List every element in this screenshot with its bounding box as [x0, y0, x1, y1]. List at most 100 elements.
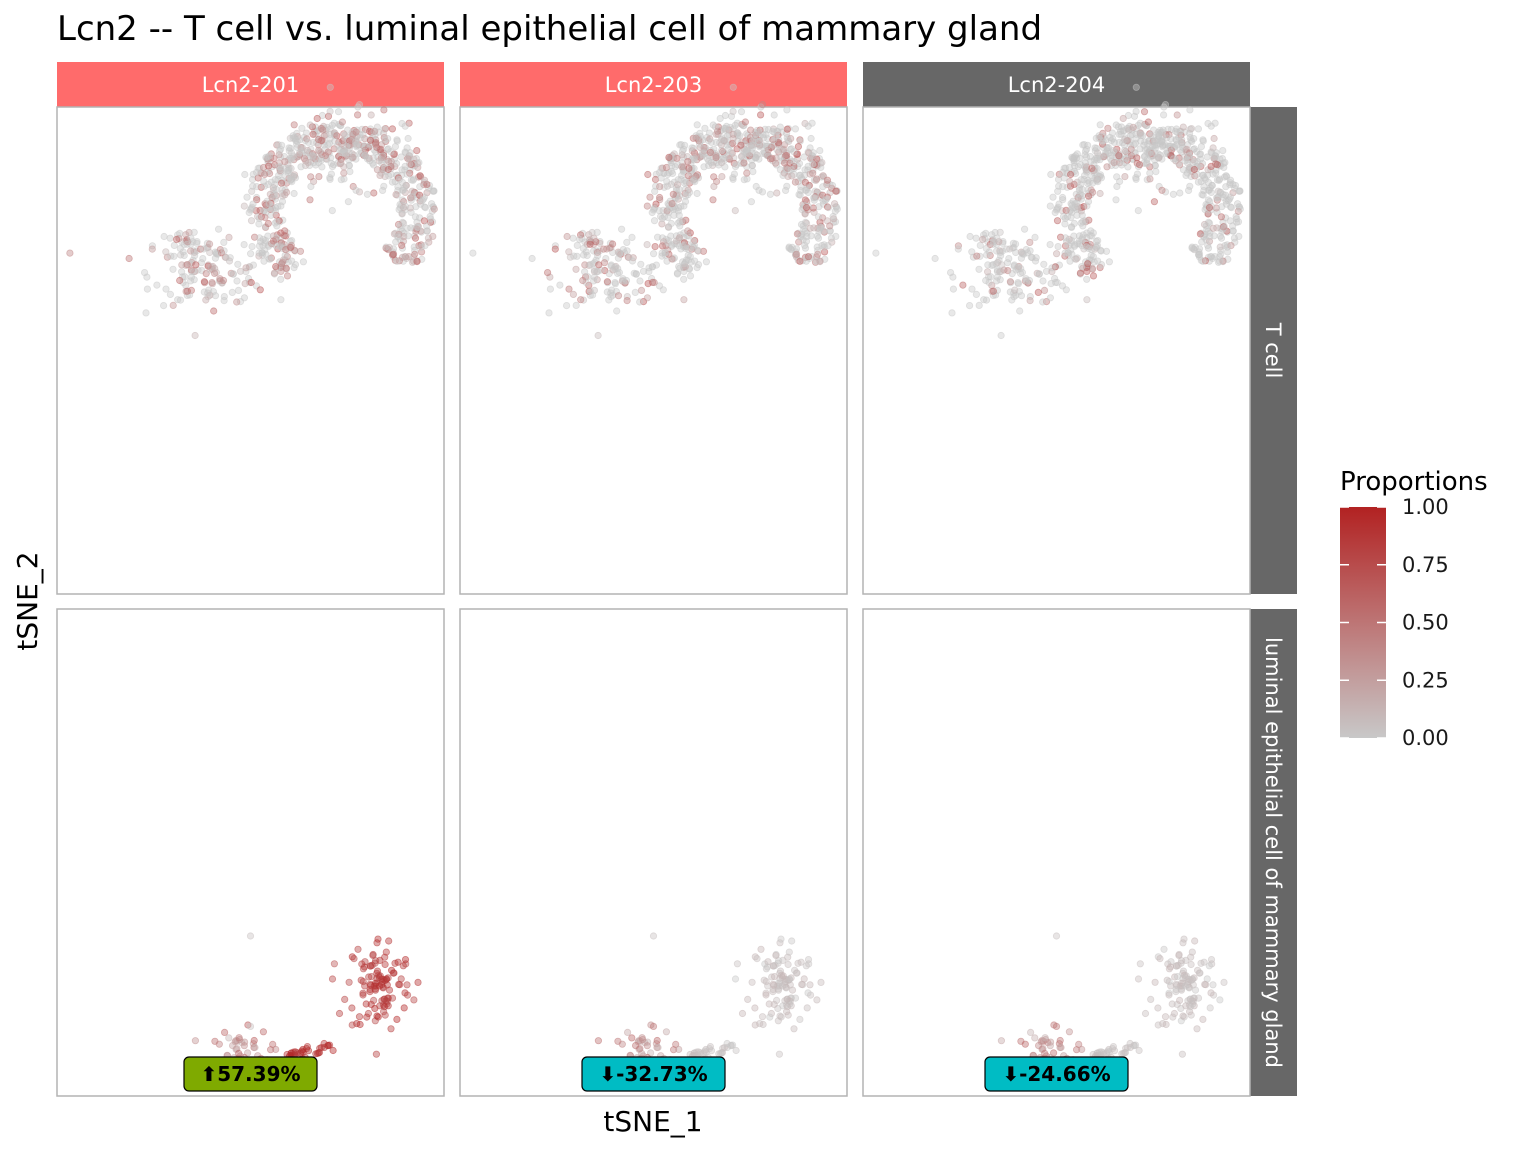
luminal-point — [1174, 961, 1182, 970]
t-cell-point — [1158, 138, 1166, 146]
luminal-point — [785, 948, 793, 956]
t-cell-point — [1160, 111, 1168, 119]
luminal-point — [1078, 1045, 1086, 1054]
legend-tick-label: 0.00 — [1402, 726, 1449, 750]
t-cell-point — [1172, 136, 1181, 144]
t-cell-point — [810, 224, 818, 232]
t-cell-point — [632, 270, 640, 278]
t-cell-point — [551, 245, 559, 253]
t-cell-point — [248, 243, 256, 251]
t-cell-point — [593, 228, 601, 236]
t-cell-point — [819, 183, 827, 191]
t-cell-point — [286, 177, 295, 185]
t-cell-point — [794, 143, 803, 151]
luminal-point — [1205, 962, 1213, 970]
t-cell-point — [816, 147, 824, 155]
t-cell-point — [570, 252, 578, 260]
t-cell-point — [1212, 149, 1220, 157]
t-cell-point — [421, 204, 430, 212]
t-cell-point — [737, 141, 745, 149]
luminal-point — [390, 969, 398, 977]
t-cell-point — [1026, 296, 1034, 305]
t-cell-point — [314, 135, 323, 144]
luminal-point — [1182, 972, 1190, 980]
t-cell-point — [579, 276, 587, 285]
t-cell-point — [1064, 249, 1072, 257]
t-cell-point — [1227, 204, 1236, 212]
t-cell-point — [665, 153, 673, 161]
t-cell-point — [1075, 237, 1084, 245]
t-cell-point — [282, 164, 290, 172]
t-cell-point — [590, 234, 598, 242]
t-cell-point — [743, 169, 751, 177]
t-cell-point — [729, 175, 737, 183]
t-cell-point — [241, 170, 249, 179]
t-cell-point — [142, 309, 150, 317]
t-cell-point — [1149, 142, 1157, 150]
t-cell-point — [1051, 208, 1059, 217]
t-cell-point — [637, 260, 645, 268]
y-axis-label: tSNE_2 — [11, 551, 44, 650]
t-cell-point — [265, 241, 273, 249]
luminal-point — [1057, 1043, 1065, 1052]
t-cell-point — [378, 152, 387, 160]
luminal-point — [1041, 1034, 1049, 1042]
t-cell-point — [429, 187, 437, 195]
t-cell-point — [148, 245, 156, 253]
t-cell-point — [579, 244, 587, 253]
t-cell-point — [661, 249, 669, 257]
t-cell-point — [608, 286, 616, 294]
t-cell-point — [287, 241, 295, 249]
t-cell-point — [315, 173, 323, 181]
t-cell-point — [976, 241, 984, 249]
luminal-point — [732, 1046, 740, 1055]
t-cell-point — [211, 264, 219, 273]
t-cell-point — [1083, 179, 1092, 187]
luminal-point — [806, 981, 814, 989]
t-cell-point — [1039, 277, 1047, 285]
t-cell-point — [307, 182, 315, 191]
t-cell-point — [655, 168, 664, 176]
t-cell-point — [717, 159, 726, 167]
t-cell-point — [546, 285, 555, 293]
t-cell-point — [1053, 250, 1061, 258]
luminal-point — [1220, 978, 1228, 987]
t-cell-point — [785, 243, 793, 251]
luminal-point — [788, 937, 796, 945]
luminal-point — [762, 991, 770, 999]
t-cell-point — [758, 101, 767, 109]
t-cell-point — [191, 331, 199, 340]
luminal-point — [410, 996, 418, 1004]
luminal-point — [623, 1028, 632, 1037]
luminal-point — [759, 1020, 767, 1029]
t-cell-point — [628, 233, 636, 241]
luminal-point — [1197, 959, 1205, 967]
t-cell-point — [399, 204, 408, 212]
t-cell-point — [176, 276, 184, 285]
t-cell-point — [1194, 125, 1203, 133]
t-cell-point — [545, 309, 553, 317]
column-strip-1-bg — [57, 62, 444, 107]
t-cell-point — [1070, 232, 1078, 240]
t-cell-point — [702, 258, 711, 266]
t-cell-point — [1067, 170, 1075, 179]
luminal-point — [348, 1021, 356, 1029]
luminal-point — [350, 954, 358, 963]
luminal-point — [1136, 960, 1144, 968]
t-cell-point — [125, 254, 133, 263]
t-cell-point — [271, 176, 279, 184]
t-cell-point — [563, 232, 571, 241]
t-cell-point — [747, 198, 756, 206]
column-strip-3-label: Lcn2-204 — [1008, 73, 1106, 97]
t-cell-point — [1167, 142, 1175, 150]
t-cell-point — [1014, 278, 1022, 287]
t-cell-point — [680, 275, 688, 283]
t-cell-point — [668, 200, 676, 208]
t-cell-point — [1206, 184, 1215, 192]
t-cell-point — [982, 251, 991, 259]
t-cell-point — [339, 149, 347, 157]
t-cell-point — [613, 307, 621, 315]
t-cell-point — [1071, 200, 1079, 208]
t-cell-point — [233, 277, 241, 285]
t-cell-point — [1115, 152, 1123, 160]
